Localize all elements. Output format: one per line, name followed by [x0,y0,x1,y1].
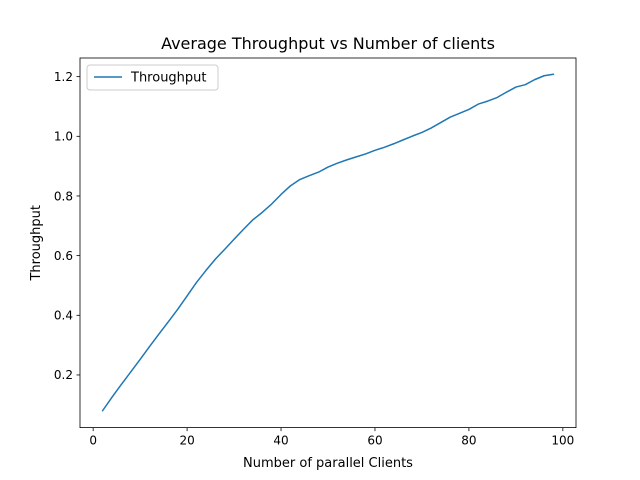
y-tick-label: 1.0 [54,130,73,144]
y-tick-label: 0.4 [54,309,73,323]
x-tick-label: 80 [461,434,476,448]
y-axis-ticks: 0.2 0.4 0.6 0.8 1.0 1.2 [54,70,80,382]
chart-title: Average Throughput vs Number of clients [161,34,495,53]
x-axis-label: Number of parallel Clients [243,456,413,471]
x-axis-ticks: 0 20 40 60 80 100 [89,427,574,448]
x-tick-label: 0 [89,434,97,448]
legend-label-throughput: Throughput [130,71,207,86]
plot-area [79,57,577,429]
x-tick-label: 20 [179,434,194,448]
legend-box [86,64,219,91]
axes-background [80,58,576,428]
y-tick-label: 0.2 [54,368,73,382]
axes-frame [79,57,577,429]
x-tick-label: 40 [273,434,288,448]
y-axis-label: Throughput [29,205,44,282]
legend: Throughput [86,64,219,91]
y-tick-label: 0.8 [54,189,73,203]
series-line-throughput [101,73,555,412]
x-tick-label: 60 [367,434,382,448]
y-tick-label: 0.6 [54,249,73,263]
x-tick-label: 100 [551,434,574,448]
y-tick-label: 1.2 [54,70,73,84]
